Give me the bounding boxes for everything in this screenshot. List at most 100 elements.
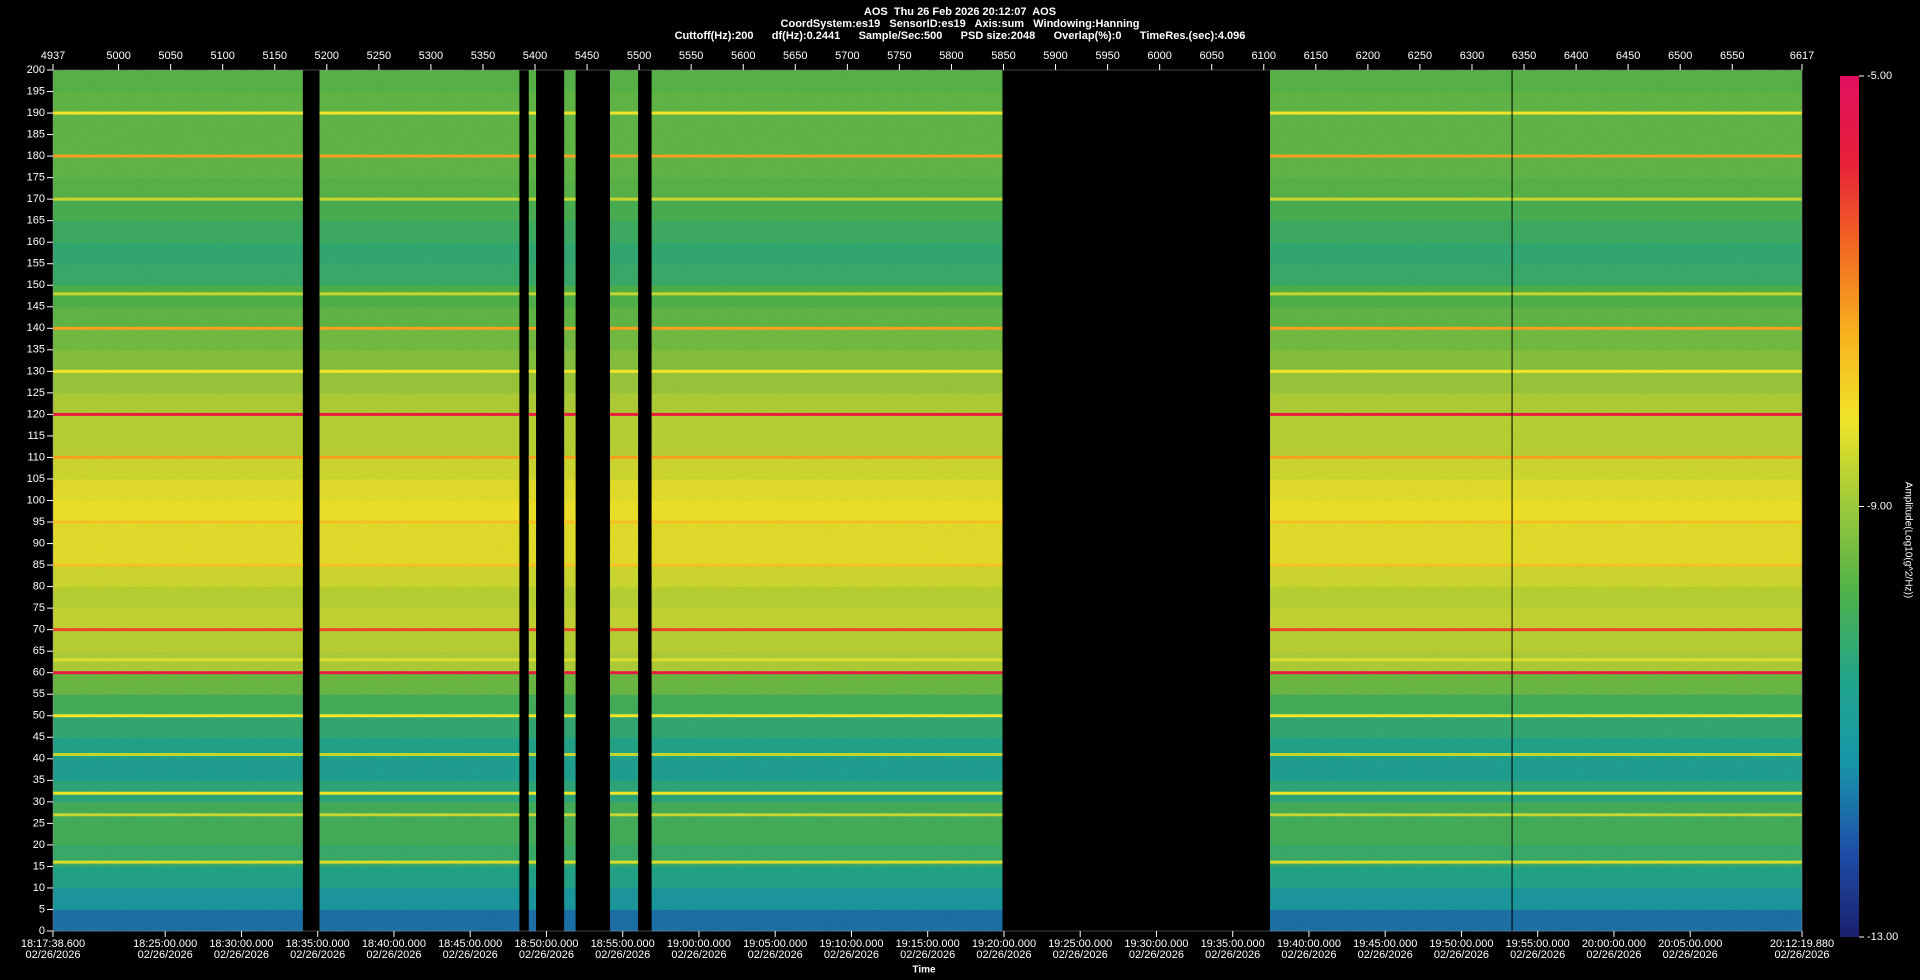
tone-line <box>1270 326 1512 330</box>
y-tick-label: 75 <box>33 602 45 614</box>
y-tick-label: 150 <box>27 279 45 291</box>
tone-line <box>528 860 537 864</box>
tone-line <box>528 455 537 459</box>
tone-line <box>651 813 1003 817</box>
tone-line <box>53 292 303 296</box>
tone-line <box>609 197 639 201</box>
tone-line <box>1270 752 1512 756</box>
y-tick-label: 190 <box>27 107 45 119</box>
tone-line <box>651 752 1003 756</box>
x-tick-label: 6250 <box>1408 50 1432 62</box>
x-tick-label: 6200 <box>1356 50 1380 62</box>
x-tick-label: 6450 <box>1616 50 1640 62</box>
chart-info: Cuttoff(Hz):200 df(Hz):0.2441 Sample/Sec… <box>675 30 1246 42</box>
tone-line <box>651 791 1003 795</box>
tone-line <box>1512 520 1802 524</box>
tone-line <box>564 111 576 115</box>
x-tick-label: 5700 <box>835 50 859 62</box>
chart-subtitle: CoordSystem:es19 SensorID:es19 Axis:sum … <box>781 18 1140 30</box>
y-tick-label: 25 <box>33 817 45 829</box>
tone-line <box>528 658 537 662</box>
tone-line <box>609 455 639 459</box>
tone-line <box>53 628 303 632</box>
tone-line <box>564 860 576 864</box>
tone-line <box>53 658 303 662</box>
x-tick-label: 6350 <box>1512 50 1536 62</box>
tone-line <box>528 791 537 795</box>
time-tick-date: 02/26/2026 <box>138 949 193 961</box>
tone-line <box>609 671 639 675</box>
tone-line <box>1270 412 1512 416</box>
x-tick-label: 5650 <box>783 50 807 62</box>
tone-line <box>53 412 303 416</box>
y-tick-label: 50 <box>33 710 45 722</box>
y-tick-label: 140 <box>27 322 45 334</box>
time-tick-date: 02/26/2026 <box>1586 949 1641 961</box>
y-tick-label: 60 <box>33 667 45 679</box>
tone-line <box>319 860 520 864</box>
tone-line <box>528 520 537 524</box>
y-tick-label: 70 <box>33 624 45 636</box>
time-tick-date: 02/26/2026 <box>1434 949 1489 961</box>
tone-line <box>319 455 520 459</box>
tone-line <box>1270 658 1512 662</box>
x-tick-label: 5050 <box>158 50 182 62</box>
tone-line <box>1270 455 1512 459</box>
time-tick-date: 02/26/2026 <box>900 949 955 961</box>
tone-line <box>1512 111 1802 115</box>
x-tick-label: 5850 <box>991 50 1015 62</box>
tone-line <box>1512 813 1802 817</box>
y-tick-label: 55 <box>33 688 45 700</box>
y-tick-label: 160 <box>27 236 45 248</box>
tone-line <box>53 671 303 675</box>
x-tick-label: 5200 <box>315 50 339 62</box>
y-tick-label: 110 <box>27 451 45 463</box>
tone-line <box>1512 714 1802 718</box>
time-tick-label: 19:10:00.000 <box>819 938 883 950</box>
y-tick-label: 115 <box>27 430 45 442</box>
x-tick-label: 6150 <box>1304 50 1328 62</box>
tone-line <box>609 628 639 632</box>
x-tick-label: 5500 <box>627 50 651 62</box>
tone-line <box>651 520 1003 524</box>
tone-line <box>1512 369 1802 373</box>
x-tick-label: 6300 <box>1460 50 1484 62</box>
time-tick-date: 02/26/2026 <box>1129 949 1184 961</box>
tone-line <box>1270 671 1512 675</box>
tone-line <box>1270 154 1512 158</box>
x-tick-label: 5000 <box>106 50 130 62</box>
time-tick-label: 20:05:00.000 <box>1658 938 1722 950</box>
x-tick-label: 5250 <box>367 50 391 62</box>
tone-line <box>1270 563 1512 567</box>
tone-line <box>528 714 537 718</box>
tone-line <box>53 455 303 459</box>
y-tick-label: 85 <box>33 559 45 571</box>
x-tick-label: 6617 <box>1790 50 1814 62</box>
colorbar-tick-label: -5.00 <box>1867 70 1892 82</box>
time-tick-label: 18:40:00.000 <box>362 938 426 950</box>
tone-line <box>609 813 639 817</box>
time-tick-label: 20:00:00.000 <box>1582 938 1646 950</box>
tone-line <box>609 292 639 296</box>
time-tick-label: 18:55:00.000 <box>591 938 655 950</box>
colorbar-tick-label: -9.00 <box>1867 500 1892 512</box>
tone-line <box>564 658 576 662</box>
time-tick-date: 02/26/2026 <box>1358 949 1413 961</box>
tone-line <box>564 292 576 296</box>
x-tick-label: 5350 <box>471 50 495 62</box>
tone-line <box>319 658 520 662</box>
time-tick-label: 19:15:00.000 <box>896 938 960 950</box>
time-tick-label: 19:00:00.000 <box>667 938 731 950</box>
time-tick-date: 02/26/2026 <box>1281 949 1336 961</box>
x-tick-label: 6000 <box>1147 50 1171 62</box>
tone-line <box>1270 628 1512 632</box>
x-tick-label: 5400 <box>523 50 547 62</box>
time-tick-date: 02/26/2026 <box>443 949 498 961</box>
x-tick-label: 5600 <box>731 50 755 62</box>
tone-line <box>1512 292 1802 296</box>
tone-line <box>651 714 1003 718</box>
tone-line <box>528 292 537 296</box>
tone-line <box>651 154 1003 158</box>
x-tick-label: 6550 <box>1720 50 1744 62</box>
